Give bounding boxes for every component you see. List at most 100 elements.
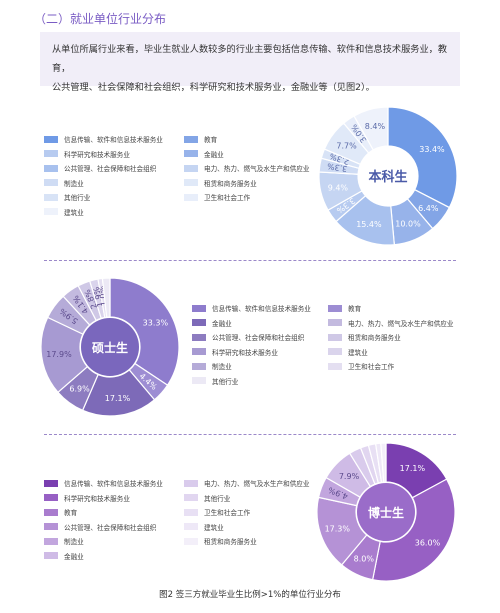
legend-label: 金融业	[204, 150, 224, 159]
legend-item: 金融业	[184, 149, 224, 159]
legend-label: 卫生和社会工作	[204, 194, 251, 202]
legend-label: 教育	[348, 305, 362, 313]
legend-label: 其他行业	[64, 194, 91, 202]
value-label-4: 15.4%	[356, 220, 382, 229]
legend-item: 租赁和商务服务业	[328, 332, 401, 342]
slice-11	[380, 442, 387, 483]
value-label-2: 36.0%	[415, 539, 441, 548]
legend-swatch	[192, 304, 206, 312]
legend-swatch	[184, 494, 198, 501]
legend-label: 电力、热力、燃气及水生产和供应业	[348, 319, 454, 328]
legend-swatch	[328, 319, 342, 326]
legend-item: 科学研究和技术服务业	[44, 493, 130, 503]
legend-swatch	[328, 348, 342, 355]
legend-label: 公共管理、社会保障和社会组织	[212, 334, 305, 342]
legend-item: 信息传输、软件和信息技术服务业	[44, 134, 163, 144]
legend-swatch	[192, 377, 206, 384]
legend-item: 其他行业	[192, 376, 238, 386]
legend-swatch	[184, 479, 198, 487]
legend-label: 公共管理、社会保障和社会组织	[64, 165, 157, 173]
legend-swatch	[44, 508, 58, 516]
legend-item: 电力、热力、燃气及水生产和供应业	[184, 478, 310, 488]
slice-2	[371, 478, 456, 582]
legend-swatch	[44, 537, 58, 545]
legend-item: 公共管理、社会保障和社会组织	[44, 163, 156, 173]
legend-swatch	[328, 362, 342, 370]
legend-swatch	[44, 523, 58, 530]
legend-swatch	[184, 523, 198, 530]
legend-item: 建筑业	[184, 522, 224, 532]
legend-swatch	[44, 179, 58, 186]
legend-swatch	[44, 208, 58, 215]
legend-label: 建筑业	[64, 208, 84, 217]
center-label: 硕士生	[92, 340, 128, 355]
donut-center	[81, 318, 139, 376]
legend-label: 其他行业	[204, 494, 231, 503]
slice-11	[353, 106, 389, 151]
legend-item: 电力、热力、燃气及水生产和供应业	[184, 163, 310, 173]
value-label-5: 17.9%	[46, 350, 72, 359]
value-label-6: 7.9%	[339, 472, 360, 481]
legend-label: 信息传输、软件和信息技术服务业	[64, 480, 163, 488]
legend-label: 电力、热力、燃气及水生产和供应业	[204, 165, 310, 173]
center-label: 本科生	[368, 169, 407, 185]
legend-item: 制造业	[192, 361, 232, 371]
legend-item: 其他行业	[44, 192, 90, 202]
legend-item: 科学研究和技术服务业	[192, 347, 278, 357]
value-label-1: 33.3%	[143, 319, 169, 328]
legend-item: 建筑业	[44, 207, 84, 217]
legend-label: 制造业	[212, 363, 232, 371]
legend-swatch	[192, 362, 206, 370]
value-label-4: 17.3%	[325, 525, 351, 534]
legend-swatch	[184, 508, 198, 516]
legend-label: 电力、热力、燃气及水生产和供应业	[204, 480, 310, 488]
master-donut-chart: 33.3%4.4%17.1%6.9%17.9%5.9%4.1%2.8%1.9%1…	[40, 277, 180, 417]
legend-swatch	[44, 135, 58, 143]
legend-label: 教育	[64, 509, 78, 517]
intro-box: 从单位所属行业来看，毕业生就业人数较多的行业主要包括信息传输、软件和信息技术服务…	[40, 32, 460, 93]
legend-item: 租赁和商务服务业	[184, 178, 257, 188]
legend-swatch	[328, 304, 342, 312]
legend-item: 制造业	[44, 536, 84, 546]
legend-swatch	[184, 164, 198, 172]
legend-label: 制造业	[64, 179, 84, 188]
donut-center	[357, 483, 415, 541]
value-label-6: 9.4%	[328, 184, 349, 193]
value-label-1: 17.1%	[400, 464, 426, 473]
legend-item: 教育	[184, 134, 217, 144]
legend-swatch	[44, 494, 58, 501]
intro-line-2: 公共管理、社会保障和社会组织，科学研究和技术服务业，金融业等（见图2）。	[52, 82, 375, 93]
legend-item: 卫生和社会工作	[184, 507, 250, 517]
legend-swatch	[328, 333, 342, 341]
legend-swatch	[44, 164, 58, 172]
legend-swatch	[44, 552, 58, 559]
value-label-9: 7.7%	[336, 141, 357, 150]
legend-item: 教育	[328, 303, 361, 313]
legend-swatch	[44, 150, 58, 157]
value-label-1: 33.4%	[419, 145, 445, 154]
legend-item: 信息传输、软件和信息技术服务业	[192, 303, 311, 313]
legend-item: 金融业	[192, 318, 232, 328]
legend-swatch	[184, 135, 198, 143]
legend-label: 建筑业	[204, 523, 224, 532]
legend-item: 制造业	[44, 178, 84, 188]
section-title: （二）就业单位行业分布	[34, 12, 167, 26]
doctoral-donut-chart: 17.1%36.0%8.0%17.3%4.9%7.9%博士生	[316, 442, 456, 582]
value-label-3: 17.1%	[105, 394, 131, 403]
legend-item: 电力、热力、燃气及水生产和供应业	[328, 318, 454, 328]
legend-label: 科学研究和技术服务业	[64, 150, 130, 159]
figure-caption: 图2 签三方就业毕业生比例>1%的单位行业分布	[159, 590, 341, 600]
value-label-4: 6.9%	[69, 385, 90, 394]
legend-label: 教育	[204, 136, 218, 144]
legend-item: 租赁和商务服务业	[184, 536, 257, 546]
legend-swatch	[184, 150, 198, 157]
legend-item: 建筑业	[328, 347, 368, 357]
legend-label: 制造业	[64, 538, 84, 546]
slice-1	[109, 277, 180, 387]
legend-label: 金融业	[64, 552, 84, 561]
legend-swatch	[184, 537, 198, 545]
legend-item: 公共管理、社会保障和社会组织	[44, 522, 156, 532]
legend-label: 租赁和商务服务业	[348, 334, 401, 342]
divider-2	[44, 434, 456, 435]
legend-swatch	[184, 193, 198, 201]
